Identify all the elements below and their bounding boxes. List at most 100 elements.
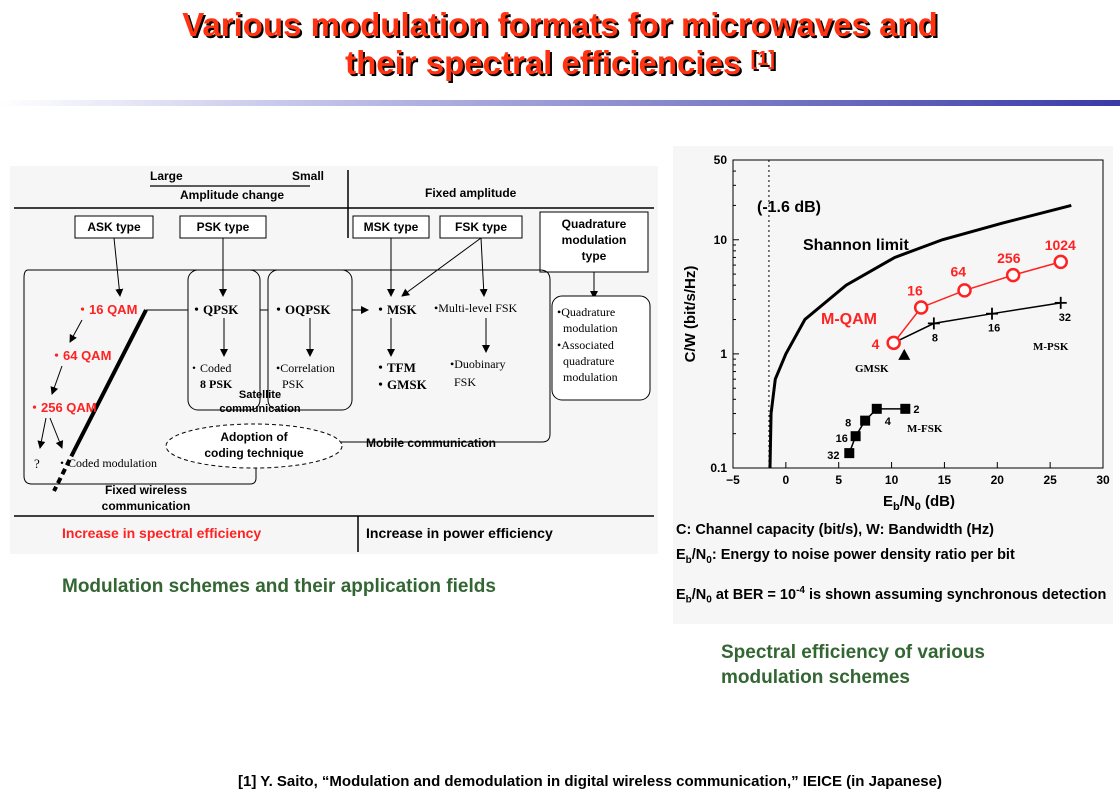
title-line-2: their spectral efficiencies [1] [0, 44, 1120, 82]
mqam-point-label: 4 [872, 336, 880, 352]
m-qam-point [1005, 267, 1021, 283]
label-small: Small [292, 169, 324, 183]
label-fixed-amplitude: Fixed amplitude [425, 186, 517, 200]
label-increase-spectral: Increase in spectral efficiency [62, 525, 261, 541]
label-quad-l2: modulation [563, 321, 618, 335]
shannon-limit-db-label: (-1.6 dB) [757, 199, 821, 216]
label-question: ? [34, 456, 40, 471]
quad-type-l2: modulation [562, 233, 627, 247]
label-increase-power: Increase in power efficiency [366, 525, 553, 541]
fsk-to-msk-arrow [401, 237, 482, 297]
label-quad-l1: •Quadrature [557, 305, 615, 319]
label-coded-modulation: ・Coded modulation [56, 456, 157, 470]
label-mobile: Mobile communication [366, 436, 496, 450]
label-fixed-l2: communication [102, 499, 191, 513]
ask-arrow [113, 237, 124, 297]
note-channel-capacity: C: Channel capacity (bit/s), W: Bandwidt… [676, 522, 994, 538]
label-duo-l2: FSK [454, 375, 476, 389]
y-tick-label: 1 [720, 347, 727, 361]
note-ber-d: 0 [706, 594, 712, 606]
x-axis-label: Eb/N0 (dB) [883, 493, 955, 513]
m-qam-point [886, 335, 901, 351]
note-eb-n0-d: 0 [706, 554, 712, 566]
note-ber-a: E [676, 586, 686, 603]
x-tick-label: −5 [726, 473, 740, 487]
shannon-curve [768, 203, 1072, 469]
m-qam-point [913, 300, 929, 315]
efficiency-diagonal-dashed [52, 450, 76, 492]
label-amplitude-change: Amplitude change [180, 188, 284, 202]
spectral-chart-panel: −5 0 5 10 15 20 25 30 0.1 1 10 50 4 16 64 256 1024 8 16 32… [673, 146, 1113, 624]
note-eb-n0-a: E [676, 547, 686, 563]
modulation-diagram-panel: Large Small Amplitude change Fixed ampli… [10, 166, 658, 554]
x-tick-label: 15 [938, 473, 952, 487]
mpsk-point-label: 16 [988, 323, 1000, 335]
label-large: Large [150, 169, 183, 183]
y-tick-label: 0.1 [710, 461, 727, 475]
title-line-2-text: their spectral efficiencies [345, 44, 742, 81]
right-caption: Spectral efficiency of various modulatio… [721, 642, 985, 688]
m-qam-point [957, 283, 972, 298]
reference-footnote: [1] Y. Saito, “Modulation and demodulati… [238, 773, 942, 790]
series-label-mfsk: M-FSK [907, 423, 943, 435]
m-fsk-point [850, 431, 861, 442]
mfsk-point-label: 2 [913, 404, 919, 416]
arrow-256-question [37, 417, 47, 449]
x-tick-label: 0 [783, 473, 790, 487]
x-tick-label: 5 [835, 473, 842, 487]
note-ber-c: /N [691, 586, 707, 603]
label-adopt-l2: coding technique [204, 446, 304, 460]
mfsk-point-label: 8 [845, 418, 851, 430]
mpsk-point-label: 32 [1059, 312, 1071, 324]
label-corr-l2: PSK [282, 377, 304, 391]
note-ber-b: b [685, 594, 692, 606]
y-tick-label: 50 [714, 153, 728, 167]
x-axis-label-sub1: b [893, 501, 900, 513]
quadrature-region [551, 295, 651, 401]
mqam-point-label: 16 [907, 282, 923, 298]
label-qpsk: ・QPSK [190, 302, 239, 317]
label-sat-l1: Satellite [239, 389, 281, 401]
x-tick-label: 10 [885, 473, 899, 487]
mqam-point-label: 64 [951, 263, 967, 279]
mobile-region [326, 269, 551, 443]
gmsk-point [898, 348, 911, 360]
m-fsk-point [860, 415, 871, 426]
m-fsk-point [900, 403, 911, 414]
ask-type-label: ASK type [87, 220, 141, 234]
label-gmsk: ・GMSK [374, 377, 428, 392]
note-eb-n0: Eb/N0: Energy to noise power density rat… [676, 546, 1015, 570]
qpsk-region [187, 269, 261, 411]
efficiency-diagonal [72, 309, 148, 452]
y-tick-label: 10 [714, 233, 728, 247]
label-msk: ・MSK [374, 302, 418, 317]
x-axis-label-sub2: 0 [915, 501, 921, 513]
label-corr-l1: •Correlation [276, 361, 335, 375]
label-oqpsk: ・OQPSK [272, 302, 331, 317]
shannon-limit-label: Shannon limit [803, 237, 909, 254]
m-qam-point [1053, 254, 1068, 270]
mfsk-point-label: 32 [827, 450, 839, 462]
x-axis-label-main: E [883, 493, 893, 510]
note-eb-n0-e: : Energy to noise power density ratio pe… [711, 547, 1015, 563]
x-axis-label-unit: (dB) [921, 493, 955, 510]
arrow-16-64 [69, 319, 83, 343]
label-256qam: ・256 QAM [28, 400, 97, 415]
fsk-type-label: FSK type [455, 220, 507, 234]
label-sat-l2: communication [219, 403, 301, 415]
page-title: Various modulation formats for microwave… [0, 6, 1120, 82]
label-16qam: ・16 QAM [76, 302, 137, 317]
quad-type-l1: Quadrature [562, 217, 627, 231]
modulation-diagram: Large Small Amplitude change Fixed ampli… [14, 169, 654, 552]
fixed-wireless-region [23, 269, 257, 485]
note-ber: Eb/N0 at BER = 10-4 is shown assuming sy… [676, 582, 1116, 610]
adoption-ellipse [165, 423, 343, 469]
m-fsk-point [871, 403, 882, 414]
label-64qam: ・64 QAM [50, 348, 111, 363]
x-tick-label: 20 [991, 473, 1005, 487]
x-tick-label: 30 [1096, 473, 1110, 487]
mqam-point-label: 1024 [1045, 237, 1076, 253]
label-duo-l1: •Duobinary [450, 357, 506, 371]
label-quad-l3: •Associated [557, 338, 614, 352]
